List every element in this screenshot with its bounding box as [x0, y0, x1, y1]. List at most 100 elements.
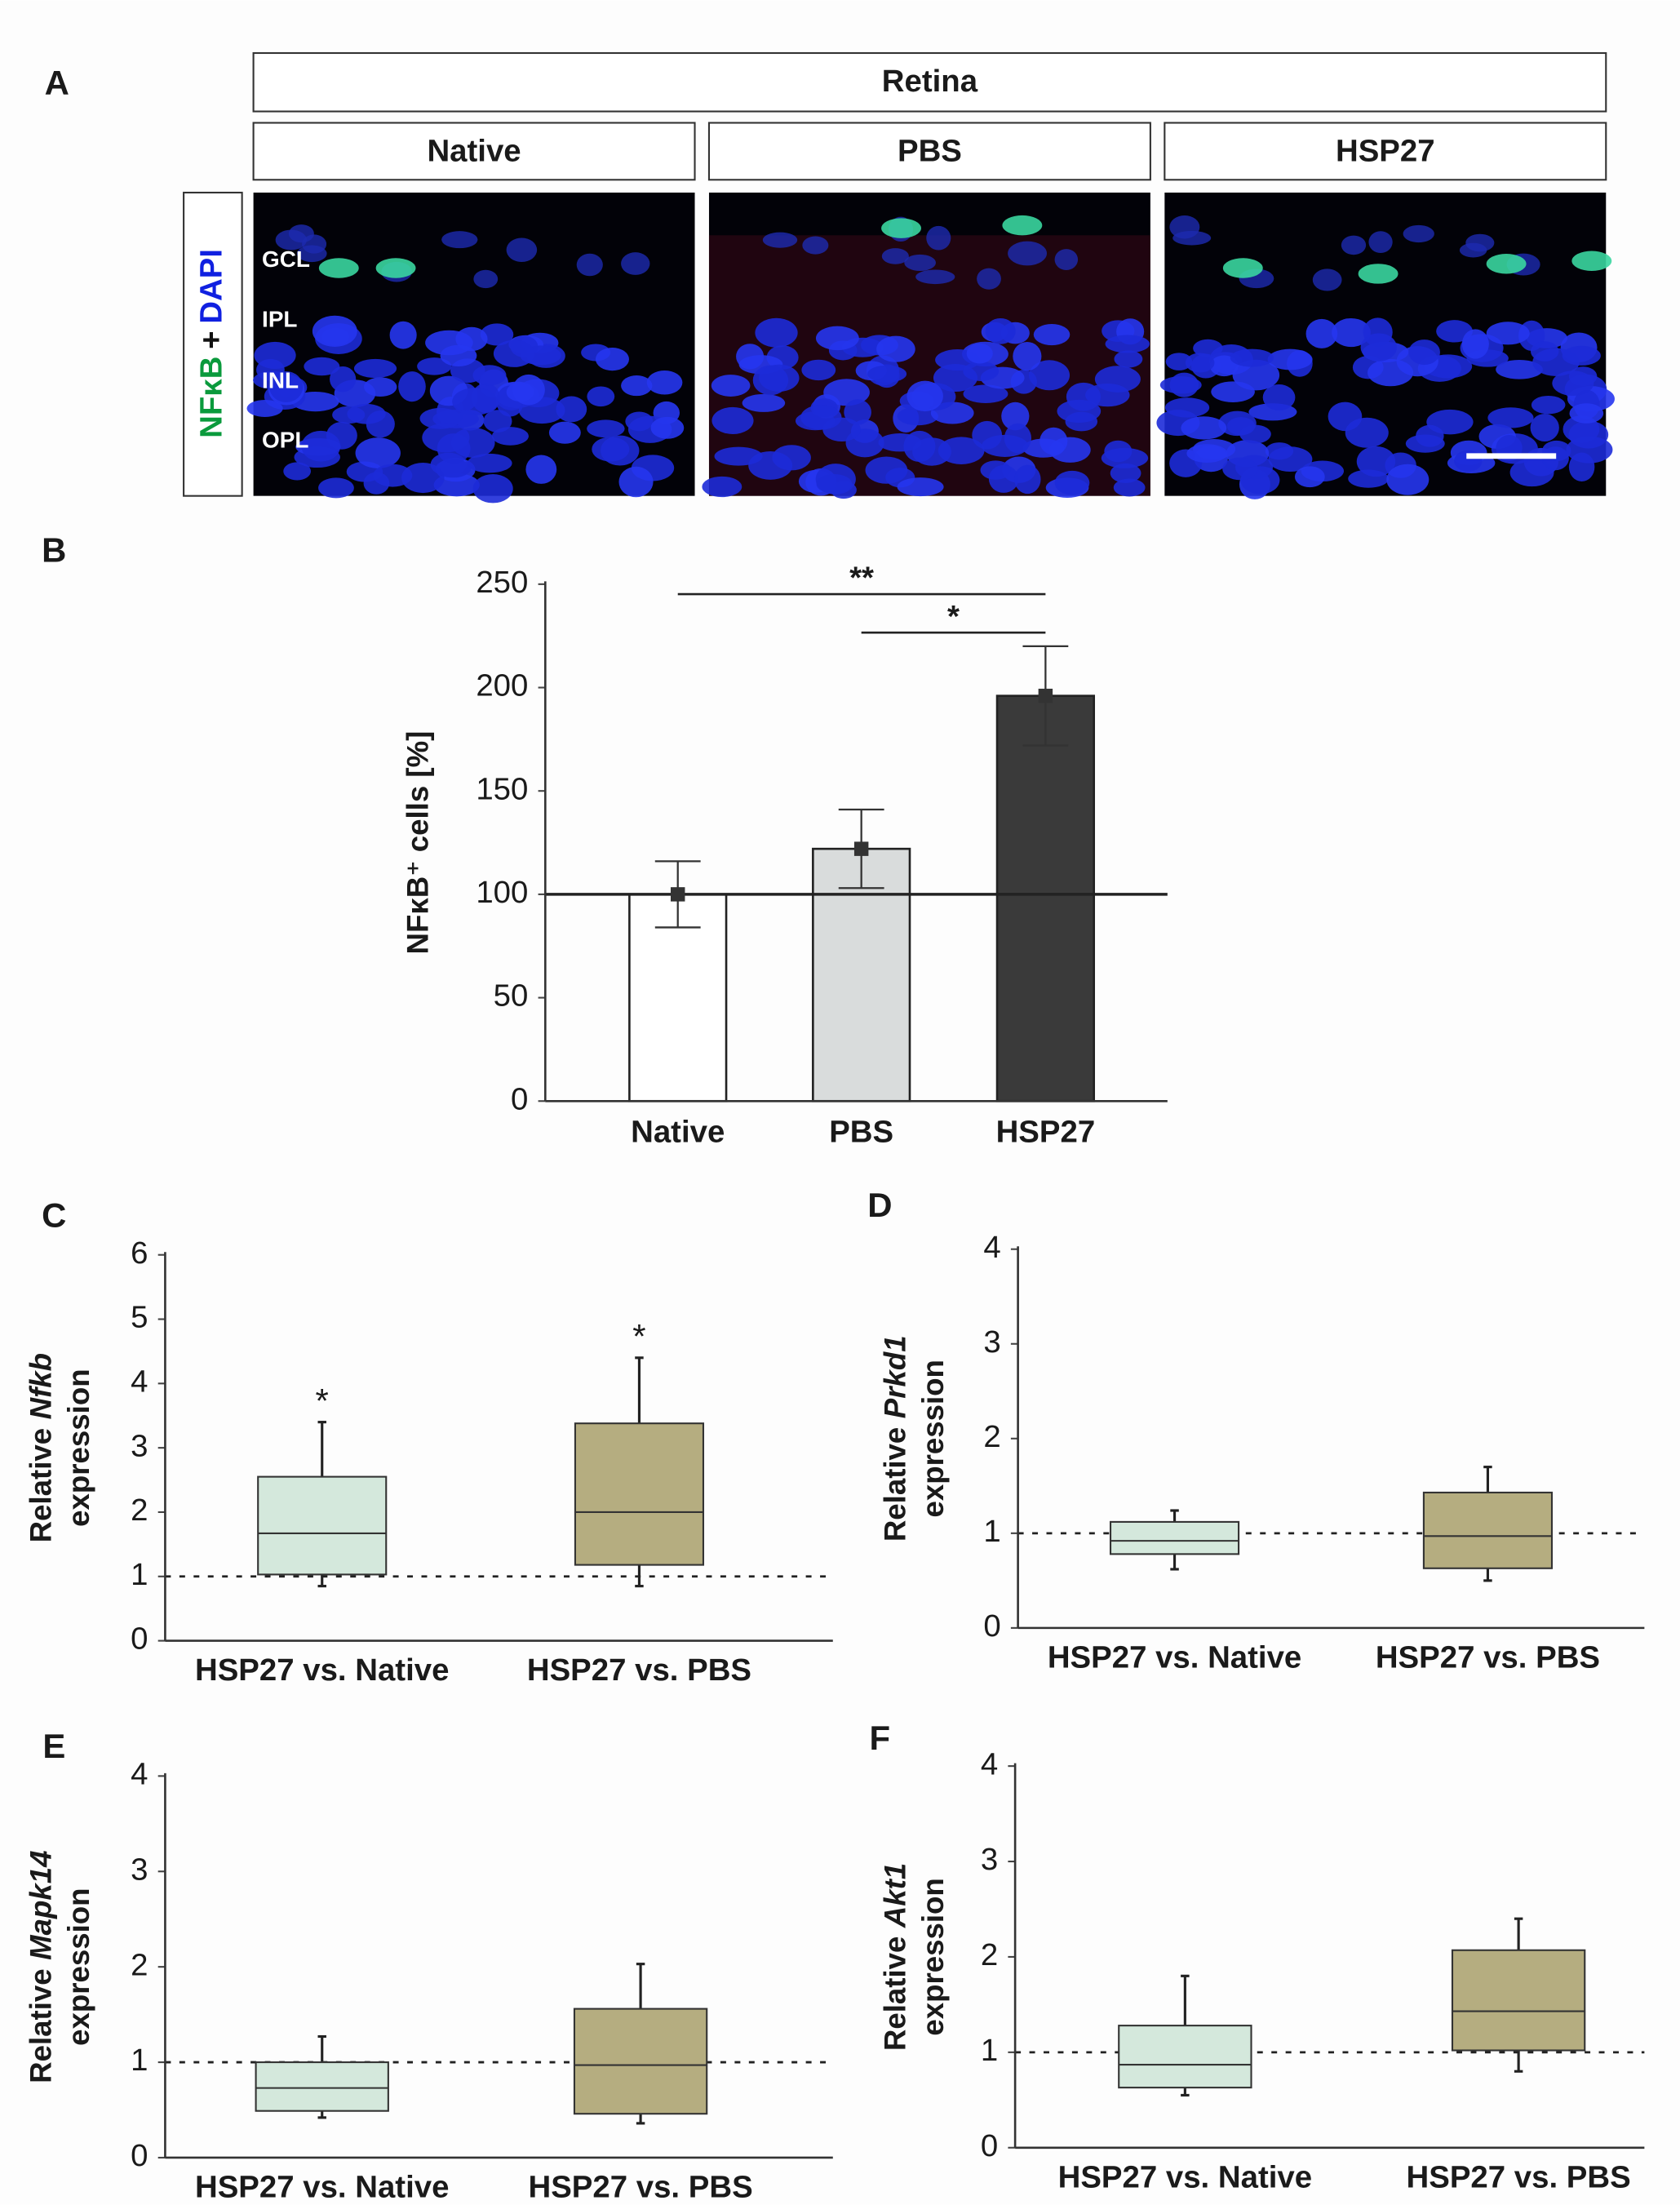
nfkb-signal — [1358, 264, 1399, 284]
nucleus — [1022, 438, 1065, 458]
bar — [995, 694, 1096, 1102]
nucleus — [389, 321, 417, 349]
nucleus — [1312, 268, 1342, 291]
y-tick-label: 1 — [131, 2043, 148, 2078]
nucleus — [963, 384, 1008, 404]
nucleus — [621, 375, 653, 397]
nucleus — [844, 399, 871, 425]
nucleus — [1368, 231, 1393, 254]
nucleus — [1114, 350, 1143, 368]
y-axis-label: expression — [916, 1360, 950, 1517]
column-header-box — [1164, 122, 1607, 181]
nucleus — [748, 450, 793, 480]
nucleus — [398, 371, 426, 402]
y-tick-label: 50 — [494, 978, 529, 1014]
nucleus — [491, 427, 529, 446]
nucleus — [1209, 355, 1239, 377]
nucleus — [1013, 341, 1042, 371]
y-tick-label: 0 — [983, 1608, 1000, 1644]
nucleus — [1267, 348, 1313, 370]
y-axis-label: Relative Mapk14 — [24, 1851, 57, 2083]
y-tick-label: 100 — [476, 875, 528, 910]
nfkb-signal — [1486, 254, 1527, 274]
y-tick-label: 3 — [981, 1842, 998, 1877]
nucleus — [1029, 360, 1071, 391]
y-axis-label: expression — [62, 1369, 95, 1526]
y-tick-label: 150 — [476, 771, 528, 806]
panel-label: A — [45, 64, 69, 102]
nucleus — [1001, 402, 1030, 431]
column-header: HSP27 — [1336, 133, 1435, 168]
layer-label: OPL — [262, 428, 308, 453]
y-tick-label: 6 — [131, 1236, 148, 1271]
x-tick-label: HSP27 — [996, 1115, 1096, 1150]
y-tick-label: 200 — [476, 668, 528, 703]
nucleus — [897, 406, 938, 426]
nucleus — [1085, 383, 1130, 407]
y-axis-label-gene: Nfkb — [24, 1353, 57, 1419]
nucleus — [963, 362, 1000, 381]
nucleus — [312, 315, 357, 347]
stain-label-box — [183, 191, 243, 497]
x-tick-label: HSP27 vs. Native — [195, 2170, 449, 2205]
box — [574, 1422, 705, 1566]
nucleus — [587, 386, 615, 407]
nfkb-signal — [1571, 251, 1612, 271]
y-tick-label: 1 — [131, 1557, 148, 1592]
x-tick-label: Native — [631, 1115, 725, 1150]
nucleus — [966, 343, 993, 364]
nucleus — [1486, 322, 1530, 345]
nucleus — [621, 252, 650, 275]
nucleus — [364, 377, 397, 397]
box — [1109, 1520, 1240, 1555]
nucleus — [1487, 407, 1534, 428]
nucleus — [1262, 384, 1296, 411]
nucleus — [1459, 242, 1487, 258]
nucleus — [867, 365, 907, 383]
nucleus — [1496, 360, 1543, 379]
nucleus — [711, 375, 751, 397]
nucleus — [876, 335, 915, 362]
nucleus — [1054, 470, 1090, 495]
nucleus — [330, 366, 357, 393]
nucleus — [801, 359, 836, 381]
nucleus — [881, 248, 909, 264]
y-tick-label: 3 — [131, 1852, 148, 1887]
nucleus — [601, 435, 640, 466]
nucleus — [1530, 413, 1559, 442]
y-tick-label: 250 — [476, 565, 528, 600]
nucleus — [556, 396, 587, 423]
column-header-box — [252, 122, 696, 181]
header-box — [252, 51, 1607, 113]
x-tick-label: HSP27 vs. PBS — [527, 1653, 751, 1688]
nucleus — [1185, 353, 1215, 373]
y-tick-label: 2 — [983, 1419, 1000, 1454]
nucleus — [897, 477, 944, 497]
nucleus — [755, 317, 798, 348]
nucleus — [1181, 416, 1227, 440]
y-tick-label: 4 — [131, 1364, 148, 1399]
nucleus — [938, 437, 985, 464]
y-axis-label: Relative Prkd1 — [878, 1335, 911, 1542]
nucleus — [1169, 215, 1200, 239]
y-axis-label: expression — [916, 1878, 950, 2035]
nucleus — [1164, 397, 1210, 418]
y-tick-label: 4 — [983, 1230, 1000, 1265]
nucleus — [422, 423, 470, 453]
box — [1118, 2025, 1252, 2089]
y-tick-label: 0 — [981, 2128, 998, 2163]
nucleus — [304, 357, 340, 376]
nucleus — [1509, 458, 1554, 487]
panel-label: C — [42, 1196, 66, 1234]
nucleus — [283, 462, 311, 481]
nfkb-signal — [375, 258, 416, 278]
nucleus — [906, 380, 943, 412]
panel-label: E — [42, 1727, 65, 1765]
nucleus — [576, 253, 603, 277]
nucleus — [988, 464, 1019, 493]
box — [255, 2061, 389, 2112]
nucleus — [1014, 464, 1041, 495]
significance-label: * — [632, 1317, 645, 1355]
nucleus — [587, 419, 625, 438]
